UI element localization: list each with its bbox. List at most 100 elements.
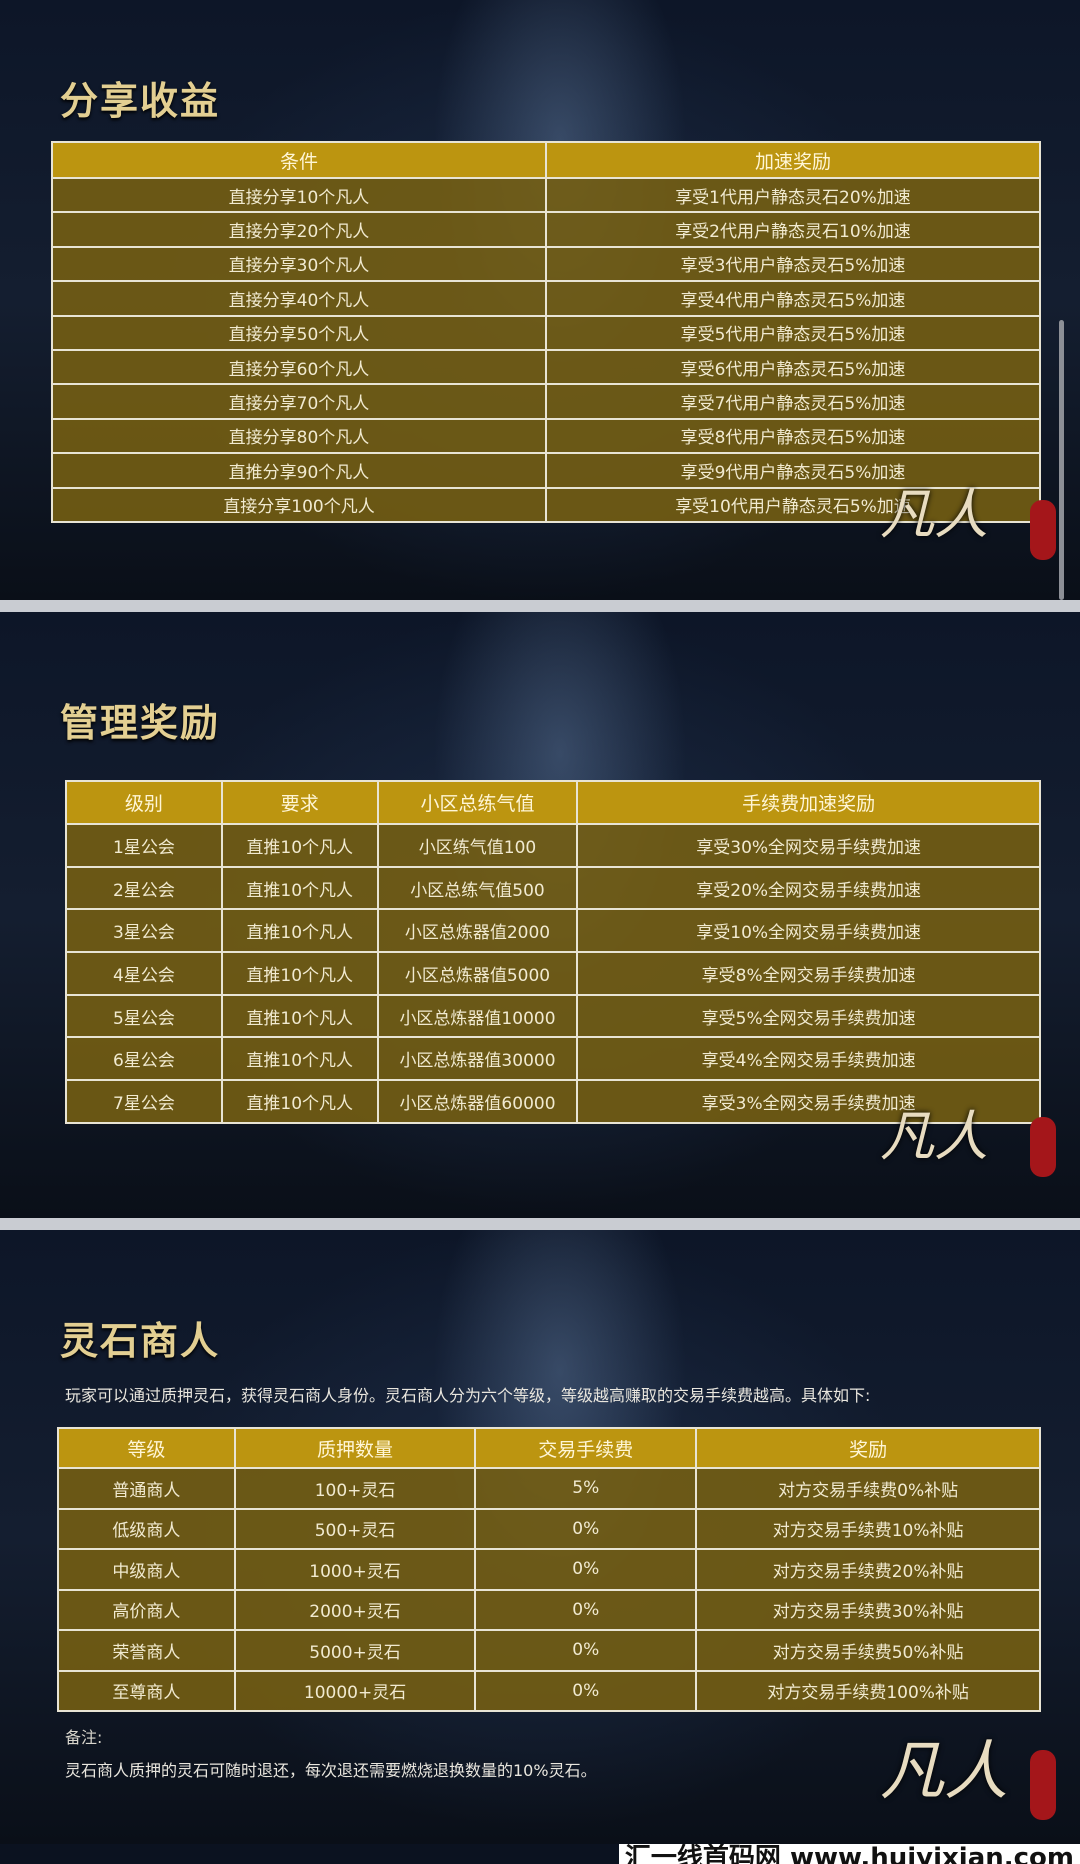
table-cell: 享受6代用户静态灵石5%加速: [545, 348, 1041, 386]
table-cell: 享受5%全网交易手续费加速: [576, 993, 1041, 1039]
table-cell: 直推10个凡人: [220, 951, 379, 996]
table-cell: 直接分享80个凡人: [51, 417, 547, 455]
table-cell: 直接分享30个凡人: [51, 245, 547, 283]
table-cell: 直推分享90个凡人: [51, 452, 547, 489]
table-cell: 0%: [474, 1629, 698, 1672]
table-row: 7星公会 直推10个凡人 小区总炼器值60000 享受3%全网交易手续费加速: [65, 1079, 1041, 1124]
table-cell: 对方交易手续费0%补贴: [695, 1467, 1041, 1510]
table-cell: 享受30%全网交易手续费加速: [576, 823, 1041, 868]
table-cell: 6星公会: [65, 1036, 223, 1082]
table-cell: 直推10个凡人: [220, 908, 379, 954]
table-cell: 3星公会: [65, 908, 223, 954]
table-cell: 直推10个凡人: [220, 865, 379, 911]
table-row: 至尊商人 10000+灵石 0% 对方交易手续费100%补贴: [57, 1669, 1041, 1712]
table-cell: 500+灵石: [233, 1507, 477, 1550]
management-table: 级别 要求 小区总练气值 手续费加速奖励 1星公会 直推10个凡人 小区练气值100 享受30…: [65, 780, 1041, 1124]
table-cell: 直接分享60个凡人: [51, 348, 547, 386]
table-row: 6星公会 直推10个凡人 小区总炼器值30000 享受4%全网交易手续费加速: [65, 1036, 1041, 1082]
column-header: 交易手续费: [474, 1427, 698, 1469]
table-cell: 中级商人: [57, 1548, 236, 1591]
table-cell: 2000+灵石: [233, 1588, 477, 1631]
table-row: 高价商人 2000+灵石 0% 对方交易手续费30%补贴: [57, 1588, 1041, 1631]
table-row: 直接分享70个凡人 享受7代用户静态灵石5%加速: [51, 383, 1041, 420]
section-title: 分享收益: [60, 79, 221, 123]
table-row: 普通商人 100+灵石 5% 对方交易手续费0%补贴: [57, 1467, 1041, 1510]
header-row: 级别 要求 小区总练气值 手续费加速奖励: [65, 780, 1041, 825]
logo-watermark: 凡人: [880, 1735, 1008, 1809]
table-cell: 至尊商人: [57, 1669, 236, 1712]
table-cell: 高价商人: [57, 1588, 236, 1631]
logo-watermark: 凡人: [880, 483, 988, 546]
table-cell: 1星公会: [65, 823, 223, 868]
table-cell: 小区总练气值500: [376, 865, 579, 911]
table-cell: 享受2代用户静态灵石10%加速: [545, 211, 1041, 248]
table-row: 直接分享60个凡人 享受6代用户静态灵石5%加速: [51, 348, 1041, 386]
table-cell: 直接分享20个凡人: [51, 211, 547, 248]
section-title: 管理奖励: [60, 701, 221, 745]
table-row: 直接分享10个凡人 享受1代用户静态灵石20%加速: [51, 176, 1041, 214]
table-cell: 直推10个凡人: [220, 993, 379, 1039]
table-cell: 享受7代用户静态灵石5%加速: [545, 383, 1041, 420]
section-title: 灵石商人: [60, 1319, 221, 1363]
column-header: 加速奖励: [545, 141, 1041, 179]
table-cell: 直接分享100个凡人: [51, 486, 547, 523]
share-section: 分享收益 条件 加速奖励 直接分享10个凡人 享受1代用户静态灵石20%加速 直接分享2…: [0, 0, 1080, 600]
table-cell: 2星公会: [65, 865, 223, 911]
table-row: 直接分享80个凡人 享受8代用户静态灵石5%加速: [51, 417, 1041, 455]
table-row: 4星公会 直推10个凡人 小区总炼器值5000 享受8%全网交易手续费加速: [65, 951, 1041, 996]
management-section: 管理奖励 级别 要求 小区总练气值 手续费加速奖励 1星公会 直推10个凡人 小区练气值10…: [0, 612, 1080, 1218]
column-header: 质押数量: [233, 1427, 477, 1469]
column-header: 等级: [57, 1427, 236, 1469]
table-cell: 5%: [474, 1467, 698, 1510]
column-header: 小区总练气值: [376, 780, 579, 825]
table-cell: 普通商人: [57, 1467, 236, 1510]
table-cell: 0%: [474, 1588, 698, 1631]
table-cell: 直接分享50个凡人: [51, 314, 547, 351]
logo-watermark: 凡人: [880, 1105, 988, 1168]
table-cell: 直推10个凡人: [220, 1036, 379, 1082]
table-cell: 小区总炼器值5000: [376, 951, 579, 996]
table-cell: 0%: [474, 1507, 698, 1550]
share-table: 条件 加速奖励 直接分享10个凡人 享受1代用户静态灵石20%加速 直接分享20个凡人享…: [51, 141, 1041, 523]
table-cell: 享受3%全网交易手续费加速: [576, 1079, 1041, 1124]
merchant-table: 等级 质押数量 交易手续费 奖励 普通商人 100+灵石 5% 对方交易手续费0%补贴 低级商人…: [57, 1427, 1041, 1712]
table-cell: 享受8%全网交易手续费加速: [576, 951, 1041, 996]
table-cell: 直推10个凡人: [220, 1079, 379, 1124]
table-cell: 对方交易手续费10%补贴: [695, 1507, 1041, 1550]
table-cell: 7星公会: [65, 1079, 223, 1124]
table-cell: 直接分享70个凡人: [51, 383, 547, 420]
table-row: 直接分享100个凡人 享受10代用户静态灵石5%加速: [51, 486, 1041, 523]
table-row: 低级商人 500+灵石 0% 对方交易手续费10%补贴: [57, 1507, 1041, 1550]
intro-text: 玩家可以通过质押灵石，获得灵石商人身份。灵石商人分为六个等级，等级越高赚取的交易…: [65, 1386, 871, 1405]
header-row: 等级 质押数量 交易手续费 奖励: [57, 1427, 1041, 1469]
table-row: 3星公会 直推10个凡人 小区总炼器值2000 享受10%全网交易手续费加速: [65, 908, 1041, 954]
seal-icon: [1030, 1117, 1056, 1177]
note-label: 备注:: [65, 1728, 103, 1747]
table-cell: 5星公会: [65, 993, 223, 1039]
table-cell: 0%: [474, 1669, 698, 1712]
table-row: 5星公会 直推10个凡人 小区总炼器值10000 享受5%全网交易手续费加速: [65, 993, 1041, 1039]
table-cell: 享受20%全网交易手续费加速: [576, 865, 1041, 911]
table-cell: 小区总炼器值60000: [376, 1079, 579, 1124]
table-cell: 5000+灵石: [233, 1629, 477, 1672]
table-cell: 直推10个凡人: [220, 823, 379, 868]
table-row: 直接分享20个凡人 享受2代用户静态灵石10%加速: [51, 211, 1041, 248]
table-row: 2星公会 直推10个凡人 小区总练气值500 享受20%全网交易手续费加速: [65, 865, 1041, 911]
table-cell: 小区总炼器值10000: [376, 993, 579, 1039]
table-cell: 10000+灵石: [233, 1669, 477, 1712]
table-cell: 4星公会: [65, 951, 223, 996]
table-row: 中级商人 1000+灵石 0% 对方交易手续费20%补贴: [57, 1548, 1041, 1591]
table-cell: 小区总炼器值2000: [376, 908, 579, 954]
table-cell: 直接分享40个凡人: [51, 280, 547, 317]
scrollbar[interactable]: [1059, 320, 1064, 600]
table-cell: 享受4代用户静态灵石5%加速: [545, 280, 1041, 317]
table-cell: 享受9代用户静态灵石5%加速: [545, 452, 1041, 489]
table-cell: 对方交易手续费50%补贴: [695, 1629, 1041, 1672]
table-row: 荣誉商人 5000+灵石 0% 对方交易手续费50%补贴: [57, 1629, 1041, 1672]
table-cell: 享受1代用户静态灵石20%加速: [545, 176, 1041, 214]
seal-icon: [1030, 500, 1056, 560]
table-cell: 小区总炼器值30000: [376, 1036, 579, 1082]
table-cell: 小区练气值100: [376, 823, 579, 868]
table-cell: 荣誉商人: [57, 1629, 236, 1672]
column-header: 条件: [51, 141, 547, 179]
